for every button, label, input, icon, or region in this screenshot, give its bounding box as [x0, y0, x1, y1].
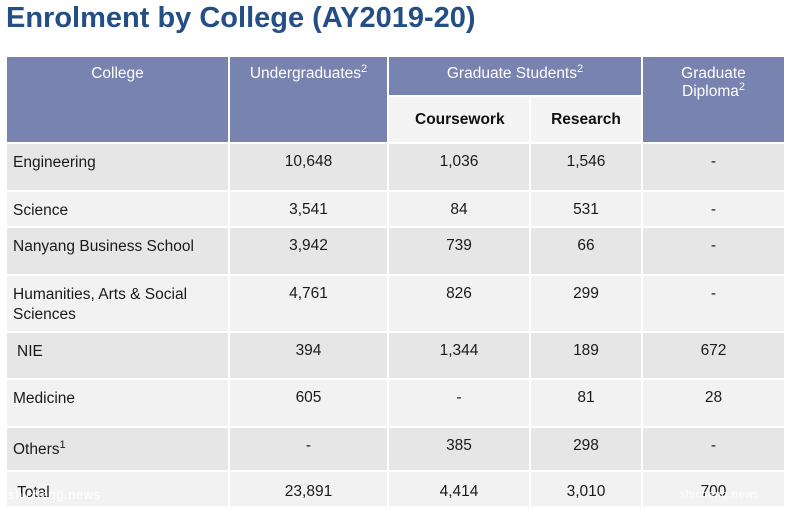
coursework-cell: -	[387, 378, 531, 428]
undergraduates-cell: 10,648	[228, 142, 389, 192]
research-cell: 81	[529, 378, 643, 428]
diploma-cell: 672	[641, 331, 786, 380]
research-cell: 3,010	[529, 470, 643, 508]
page-title: Enrolment by College (AY2019-20)	[6, 2, 476, 34]
research-cell: 66	[529, 226, 643, 276]
research-cell: 298	[529, 426, 643, 472]
undergraduates-cell: 4,761	[228, 274, 389, 333]
header-undergraduates-footnote: 2	[361, 63, 368, 75]
table-row: NIE 394 1,344 189 672	[5, 331, 786, 380]
research-cell: 1,546	[529, 142, 643, 192]
table-row: Others1 - 385 298 -	[5, 426, 786, 472]
enrolment-table: College Undergraduates2 Graduate Student…	[5, 55, 786, 508]
college-cell: Others1	[5, 426, 230, 472]
coursework-cell: 4,414	[387, 470, 531, 508]
coursework-cell: 1,036	[387, 142, 531, 192]
diploma-cell: -	[641, 426, 786, 472]
coursework-cell: 826	[387, 274, 531, 333]
undergraduates-cell: 394	[228, 331, 389, 380]
header-college: College	[5, 55, 230, 144]
coursework-cell: 84	[387, 190, 531, 228]
table-row: Total 23,891 4,414 3,010 700	[5, 470, 786, 508]
header-graduate-diploma: Graduate Diploma2	[641, 55, 786, 144]
college-label: Others	[13, 441, 60, 458]
research-cell: 531	[529, 190, 643, 228]
header-undergraduates-label: Undergraduates	[249, 65, 362, 82]
college-cell: NIE	[5, 331, 230, 380]
undergraduates-cell: 3,942	[228, 226, 389, 276]
table-row: Nanyang Business School 3,942 739 66 -	[5, 226, 786, 276]
undergraduates-cell: 23,891	[228, 470, 389, 508]
diploma-cell: 700	[641, 470, 786, 508]
table-row: Engineering 10,648 1,036 1,546 -	[5, 142, 786, 192]
diploma-cell: -	[641, 142, 786, 192]
college-cell: Science	[5, 190, 230, 228]
header-undergraduates: Undergraduates2	[228, 55, 389, 144]
header-graduate-students-footnote: 2	[577, 63, 584, 75]
college-cell: Medicine	[5, 378, 230, 428]
coursework-cell: 739	[387, 226, 531, 276]
college-cell: Total	[5, 470, 230, 508]
undergraduates-cell: -	[228, 426, 389, 472]
header-college-label: College	[91, 65, 144, 82]
watermark-left: shicheng.news	[8, 487, 101, 502]
header-coursework: Coursework	[387, 95, 531, 144]
undergraduates-cell: 605	[228, 378, 389, 428]
coursework-cell: 385	[387, 426, 531, 472]
diploma-cell: -	[641, 226, 786, 276]
undergraduates-cell: 3,541	[228, 190, 389, 228]
college-cell: Nanyang Business School	[5, 226, 230, 276]
table-row: Humanities, Arts & Social Sciences 4,761…	[5, 274, 786, 333]
diploma-cell: -	[641, 274, 786, 333]
college-footnote: 1	[59, 439, 66, 451]
header-graduate-students: Graduate Students2	[387, 55, 643, 97]
watermark-right: shicheng.news	[680, 489, 760, 501]
college-cell: Humanities, Arts & Social Sciences	[5, 274, 230, 333]
diploma-cell: 28	[641, 378, 786, 428]
college-cell: Engineering	[5, 142, 230, 192]
header-graduate-diploma-line1: Graduate	[681, 65, 746, 82]
header-graduate-diploma-footnote: 2	[738, 81, 745, 93]
diploma-cell: -	[641, 190, 786, 228]
research-cell: 189	[529, 331, 643, 380]
header-graduate-diploma-line2: Diploma	[682, 83, 739, 100]
research-cell: 299	[529, 274, 643, 333]
header-research: Research	[529, 95, 643, 144]
header-graduate-students-label: Graduate Students	[446, 65, 577, 82]
table-row: Science 3,541 84 531 -	[5, 190, 786, 228]
table-row: Medicine 605 - 81 28	[5, 378, 786, 428]
coursework-cell: 1,344	[387, 331, 531, 380]
